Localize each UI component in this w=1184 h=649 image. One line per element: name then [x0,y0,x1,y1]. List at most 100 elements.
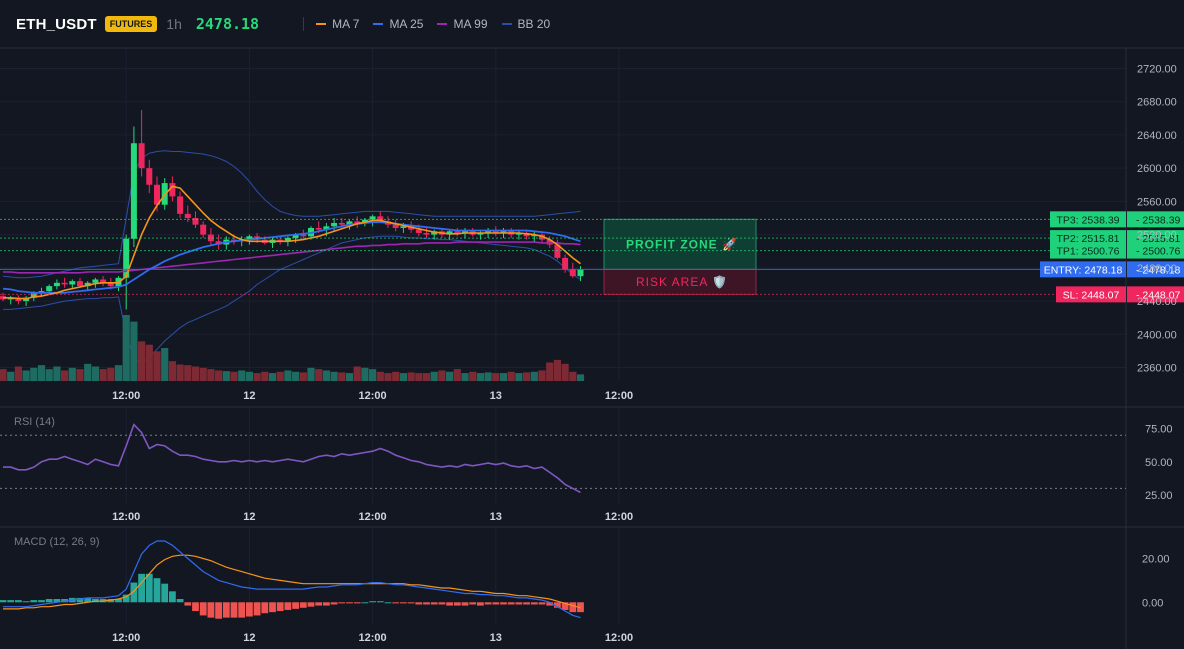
candle-body [23,297,30,302]
candle-body [53,282,60,287]
ma99-line [3,241,581,274]
volume-bar [322,370,330,381]
ma7-line [3,185,581,300]
macd-hist-bar [76,597,84,603]
volume-bar [476,373,484,381]
macd-hist-bar [299,602,307,608]
volume-bar [145,344,153,381]
volume-bar [45,369,53,381]
timeframe-label[interactable]: 1h [166,16,182,32]
volume-bar [538,370,546,381]
macd-hist-bar [353,602,361,604]
volume-bar [161,348,169,381]
bb-lower-line [3,235,581,364]
volume-bar [415,373,423,381]
rsi-line [3,423,581,494]
tp2-axis-label: - 2515.81 [1136,233,1181,245]
candle-body [392,224,399,228]
legend-ma99-label: MA 99 [453,17,488,31]
macd-hist-bar [15,600,22,603]
candle-body [361,219,368,223]
legend-bb20[interactable]: BB 20 [501,17,550,31]
tp3-tag-bg [1050,211,1126,228]
volume-bar [553,359,561,381]
rsi-pane[interactable]: RSI (14) 25.00 50.00 75.00 12:00 12 12:00 13 12:… [0,416,1173,523]
time-tick-label: 13 [490,390,502,402]
macd-hist-bar [153,578,161,603]
macd-hist-bar [184,602,192,606]
macd-hist-bar [492,602,500,605]
candle-body [192,218,199,225]
legend-ma99[interactable]: MA 99 [437,17,488,31]
macd-hist-bar [38,600,45,603]
candle-body [562,257,569,270]
volume-bar [369,369,377,381]
macd-hist-bar [400,602,407,604]
candle-body [77,281,83,287]
rsi-time-label: 12:00 [359,511,387,523]
volume-bar [215,370,223,381]
volume-bar [523,372,531,381]
volume-bar [122,315,130,381]
volume-bar [245,371,253,381]
candle-body [69,281,76,285]
candle-body [207,234,214,242]
price-tick-label: 2480.00 [1137,263,1177,275]
volume-bar [422,373,431,381]
candle-body [277,239,284,242]
macd-hist-bar [323,602,330,606]
macd-pane[interactable]: MACD (12, 26, 9) 0.00 20.00 12:00 12 12:00 13 1… [0,536,1170,644]
macd-tick-label: 0.00 [1142,597,1163,609]
symbol-label[interactable]: ETH_USDT [16,15,97,33]
candle-body [346,221,353,225]
macd-hist-bar [392,602,400,604]
volume-bar [0,369,7,381]
ma25-swatch [373,23,384,25]
legend-ma7[interactable]: MA 7 [316,17,359,31]
volume-bar [576,374,585,381]
time-tick-label: 12:00 [112,390,140,402]
candle-body [554,244,561,258]
volume-bar [238,370,246,381]
volume-bar [199,367,207,381]
sl-axis-label: - 2448.07 [1136,289,1181,301]
tp2-axis-bg [1127,230,1184,247]
rsi-time-label: 12 [243,511,255,523]
candle-body [531,234,538,237]
macd-time-label: 12:00 [112,632,140,644]
chart-header: ETH_USDT FUTURES 1h 2478.18 MA 7 MA 25 M… [0,0,1184,48]
macd-hist-bar [145,573,153,603]
macd-hist-bar [515,602,523,605]
macd-hist-bar [376,601,384,603]
candle-body [200,224,207,235]
macd-hist-bar [446,602,453,606]
macd-hist-bar [415,602,423,605]
macd-title: MACD (12, 26, 9) [14,536,100,548]
candle-body [138,143,145,169]
candle-body [177,196,184,214]
macd-hist-bar [30,600,38,603]
trade-zones: PROFIT ZONE 🚀 RISK AREA 🛡️ [603,218,757,295]
volume-bar [345,373,354,381]
tp2-tag-label: TP2: 2515.81 [1056,233,1119,245]
price-axes: 2360.00 2400.00 2440.00 2480.00 2520.00 2560.… [112,63,1177,402]
time-tick-label: 12:00 [359,390,387,402]
legend-ma25[interactable]: MA 25 [373,17,423,31]
volume-bar [384,373,392,381]
volume-bar [284,370,292,381]
macd-hist-bar [369,601,376,603]
volume-bar [292,371,300,381]
candle-body [154,184,160,205]
macd-signal-line [3,554,581,610]
price-tick-label: 2440.00 [1137,296,1177,308]
macd-hist-bar [161,583,169,603]
macd-hist-bar [407,602,415,604]
volume-bar [130,321,138,381]
volume-bar [430,371,438,381]
macd-hist-bar [554,602,561,608]
macd-hist-bar [469,602,477,605]
macd-hist-bar [269,602,276,613]
volume-bar [453,369,461,381]
entry-axis-bg [1127,261,1184,278]
